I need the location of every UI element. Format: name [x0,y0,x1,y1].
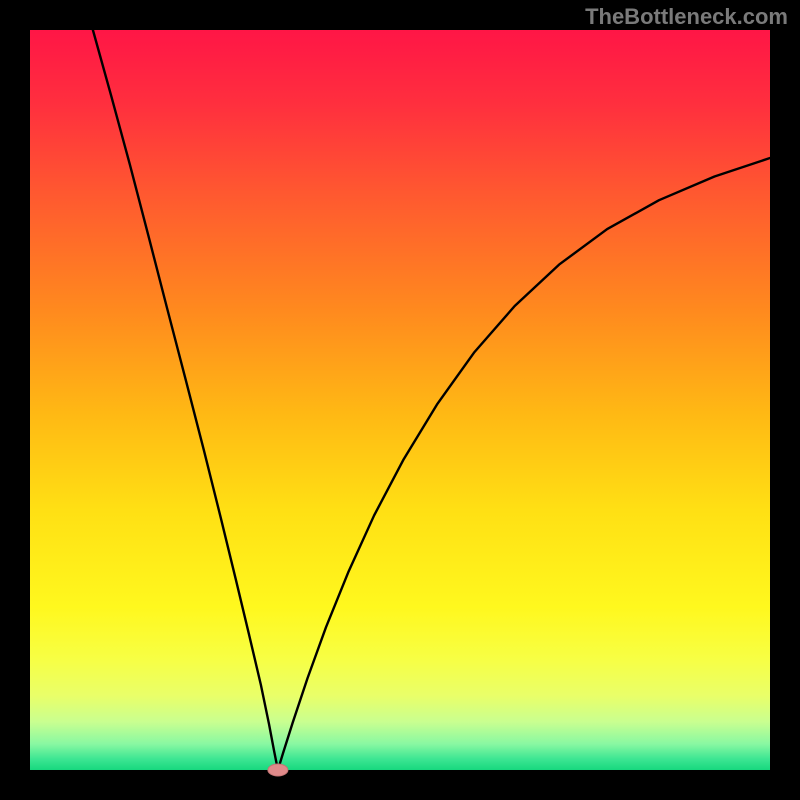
plot-background [30,30,770,770]
minimum-marker [268,764,288,776]
chart-container: TheBottleneck.com [0,0,800,800]
bottleneck-chart [0,0,800,800]
